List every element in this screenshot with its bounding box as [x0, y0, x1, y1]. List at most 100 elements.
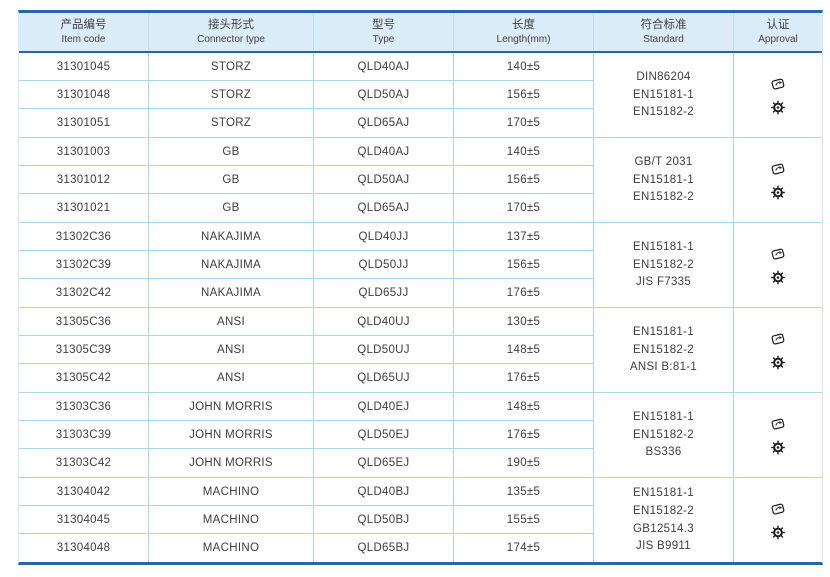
type-cell: QLD40JJ — [314, 223, 454, 251]
standard-line: ANSI B:81-1 — [629, 361, 698, 374]
length-cell: 176±5 — [454, 279, 594, 307]
connector-type-cell: STORZ — [149, 109, 314, 137]
type-cell: QLD50BJ — [314, 506, 454, 534]
item-code-cell: 31301003 — [19, 138, 149, 166]
length-cell: 190±5 — [454, 449, 594, 477]
length-cell: 174±5 — [454, 534, 594, 562]
column-header-approval: 认证 Approval — [734, 13, 822, 51]
item-code-cell: 31305C42 — [19, 364, 149, 392]
type-cell: QLD65JJ — [314, 279, 454, 307]
standards-cell: DIN86204 EN15181-1 EN15182-2 — [594, 53, 734, 137]
connector-type-cell: ANSI — [149, 336, 314, 364]
item-code-cell: 31304042 — [19, 478, 149, 506]
approval-cell — [734, 393, 822, 477]
approval-cell — [734, 478, 822, 562]
standard-line: EN15182-2 — [633, 106, 694, 119]
length-cell: 176±5 — [454, 364, 594, 392]
table-header-row: 产品编号 Item code 接头形式 Connector type 型号 Ty… — [19, 13, 822, 53]
wheelmark-icon — [770, 439, 786, 455]
wheelmark-icon — [770, 99, 786, 115]
length-cell: 170±5 — [454, 109, 594, 137]
length-cell: 140±5 — [454, 138, 594, 166]
type-cell: QLD40EJ — [314, 393, 454, 421]
approval-cell — [734, 308, 822, 392]
type-cell: QLD65AJ — [314, 194, 454, 222]
item-code-cell: 31303C42 — [19, 449, 149, 477]
length-cell: 155±5 — [454, 506, 594, 534]
certificate-stamp-icon — [771, 77, 785, 90]
standard-line: GB/T 2031 — [634, 155, 693, 168]
column-header-item-code: 产品编号 Item code — [19, 13, 149, 51]
standard-line: DIN86204 — [636, 70, 691, 83]
column-header-zh: 型号 — [372, 19, 395, 32]
connector-type-cell: JOHN MORRIS — [149, 393, 314, 421]
connector-type-cell: JOHN MORRIS — [149, 449, 314, 477]
product-group-machino: EN15181-1 EN15182-2 GB12514.3 JIS B9911 … — [19, 478, 822, 562]
wheelmark-icon — [770, 354, 786, 370]
product-spec-table: 产品编号 Item code 接头形式 Connector type 型号 Ty… — [18, 10, 823, 565]
standard-line: EN15181-1 — [633, 325, 694, 338]
standards-cell: EN15181-1 EN15182-2 GB12514.3 JIS B9911 — [594, 478, 734, 562]
standard-line: JIS B9911 — [636, 540, 691, 553]
column-header-en: Length(mm) — [496, 33, 551, 45]
wheelmark-icon — [770, 269, 786, 285]
standard-line: EN15181-1 — [633, 240, 694, 253]
column-header-zh: 长度 — [512, 19, 535, 32]
item-code-cell: 31303C39 — [19, 421, 149, 449]
type-cell: QLD65UJ — [314, 364, 454, 392]
connector-type-cell: MACHINO — [149, 506, 314, 534]
type-cell: QLD65BJ — [314, 534, 454, 562]
type-cell: QLD50EJ — [314, 421, 454, 449]
length-cell: 156±5 — [454, 81, 594, 109]
type-cell: QLD40UJ — [314, 308, 454, 336]
type-cell: QLD65AJ — [314, 109, 454, 137]
certificate-stamp-icon — [771, 162, 785, 175]
item-code-cell: 31304048 — [19, 534, 149, 562]
connector-type-cell: GB — [149, 166, 314, 194]
standards-cell: GB/T 2031 EN15181-1 EN15182-2 — [594, 138, 734, 222]
item-code-cell: 31301021 — [19, 194, 149, 222]
item-code-cell: 31302C42 — [19, 279, 149, 307]
item-code-cell: 31302C36 — [19, 223, 149, 251]
type-cell: QLD40BJ — [314, 478, 454, 506]
length-cell: 137±5 — [454, 223, 594, 251]
connector-type-cell: GB — [149, 138, 314, 166]
item-code-cell: 31302C39 — [19, 251, 149, 279]
standard-line: EN15182-2 — [633, 343, 694, 356]
column-header-en: Item code — [61, 33, 106, 45]
wheelmark-icon — [770, 184, 786, 200]
connector-type-cell: NAKAJIMA — [149, 223, 314, 251]
connector-type-cell: MACHINO — [149, 478, 314, 506]
connector-type-cell: STORZ — [149, 53, 314, 81]
standard-line: EN15182-2 — [633, 258, 694, 271]
connector-type-cell: GB — [149, 194, 314, 222]
length-cell: 140±5 — [454, 53, 594, 81]
connector-type-cell: ANSI — [149, 308, 314, 336]
column-header-en: Type — [372, 33, 395, 45]
type-cell: QLD40AJ — [314, 53, 454, 81]
item-code-cell: 31301051 — [19, 109, 149, 137]
column-header-zh: 接头形式 — [208, 19, 254, 32]
product-group-ansi: EN15181-1 EN15182-2 ANSI B:81-1 31305C36… — [19, 308, 822, 393]
standard-line: EN15181-1 — [633, 88, 694, 101]
item-code-cell: 31305C36 — [19, 308, 149, 336]
item-code-cell: 31305C39 — [19, 336, 149, 364]
type-cell: QLD65EJ — [314, 449, 454, 477]
product-group-storz: DIN86204 EN15181-1 EN15182-2 31301045 ST… — [19, 53, 822, 138]
column-header-en: Approval — [758, 33, 798, 45]
length-cell: 148±5 — [454, 336, 594, 364]
column-header-zh: 认证 — [766, 19, 790, 32]
standard-line: GB12514.3 — [633, 522, 694, 535]
length-cell: 156±5 — [454, 166, 594, 194]
column-header-type: 型号 Type — [314, 13, 454, 51]
approval-cell — [734, 53, 822, 137]
standard-line: EN15182-2 — [633, 191, 694, 204]
standards-cell: EN15181-1 EN15182-2 ANSI B:81-1 — [594, 308, 734, 392]
column-header-en: Standard — [643, 33, 684, 45]
connector-type-cell: NAKAJIMA — [149, 251, 314, 279]
approval-cell — [734, 223, 822, 307]
approval-cell — [734, 138, 822, 222]
column-header-zh: 产品编号 — [60, 19, 107, 32]
standard-line: EN15181-1 — [633, 410, 694, 423]
product-group-nakajima: EN15181-1 EN15182-2 JIS F7335 31302C36 N… — [19, 223, 822, 308]
